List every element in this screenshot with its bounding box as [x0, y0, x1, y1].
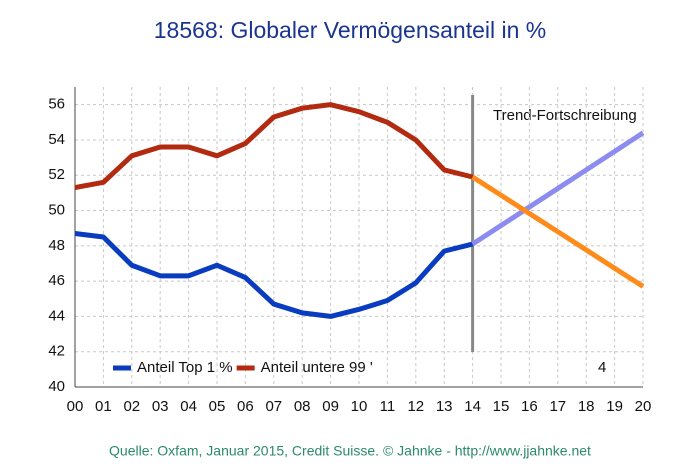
- x-tick-label: 13: [436, 398, 453, 415]
- x-tick-label: 10: [351, 398, 368, 415]
- x-tick-label: 04: [180, 398, 197, 415]
- legend-label: Anteil untere 99 ': [261, 359, 373, 376]
- y-tick-label: 54: [48, 131, 65, 148]
- legend-label: Anteil Top 1 %: [137, 359, 233, 376]
- y-tick-label: 40: [48, 378, 65, 395]
- y-tick-label: 42: [48, 343, 65, 360]
- x-tick-label: 19: [606, 398, 623, 415]
- y-tick-label: 46: [48, 272, 65, 289]
- x-tick-label: 17: [549, 398, 566, 415]
- legend-extra: 4: [598, 359, 606, 376]
- y-tick-label: 50: [48, 201, 65, 218]
- y-tick-label: 56: [48, 96, 65, 113]
- x-tick-label: 05: [209, 398, 226, 415]
- x-tick-label: 02: [123, 398, 140, 415]
- y-tick-label: 48: [48, 237, 65, 254]
- x-tick-label: 18: [578, 398, 595, 415]
- x-tick-label: 16: [521, 398, 538, 415]
- x-tick-label: 03: [152, 398, 169, 415]
- series-line: [471, 174, 645, 289]
- x-tick-label: 08: [294, 398, 311, 415]
- series-line: [471, 130, 645, 247]
- y-tick-label: 44: [48, 307, 65, 324]
- x-tick-label: 20: [635, 398, 652, 415]
- x-tick-label: 00: [67, 398, 84, 415]
- chart-title: 18568: Globaler Vermögensanteil in %: [154, 17, 547, 43]
- x-tick-label: 01: [95, 398, 112, 415]
- x-tick-label: 09: [322, 398, 339, 415]
- annotation: Trend-Fortschreibung: [493, 107, 637, 124]
- series-line: [74, 230, 474, 319]
- series-line: [74, 102, 474, 191]
- x-tick-label: 11: [380, 398, 396, 415]
- source: Quelle: Oxfam, Januar 2015, Credit Suiss…: [109, 443, 591, 459]
- x-tick-label: 14: [464, 398, 481, 415]
- x-tick-label: 12: [407, 398, 424, 415]
- x-tick-label: 15: [493, 398, 510, 415]
- y-tick-label: 52: [48, 166, 65, 183]
- x-tick-label: 06: [237, 398, 254, 415]
- x-tick-label: 07: [265, 398, 282, 415]
